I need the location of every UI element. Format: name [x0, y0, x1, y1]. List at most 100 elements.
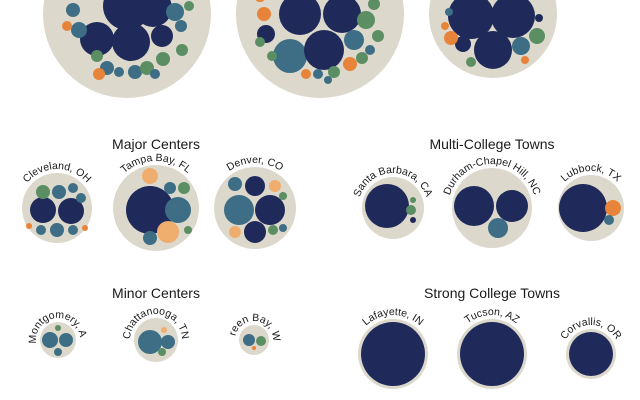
industry-bubble	[255, 0, 265, 2]
industry-bubble	[279, 192, 287, 200]
industry-bubble	[82, 225, 88, 231]
industry-bubble	[444, 31, 458, 45]
industry-bubble	[91, 50, 103, 62]
industry-bubble	[142, 168, 158, 184]
industry-bubble	[178, 182, 190, 194]
industry-bubble	[569, 332, 613, 376]
industry-bubble	[244, 221, 266, 243]
industry-bubble	[406, 205, 416, 215]
industry-bubble	[151, 25, 173, 47]
industry-bubble	[165, 197, 191, 223]
industry-bubble	[605, 200, 621, 216]
group-title-minor-centers: Minor Centers	[112, 285, 200, 301]
industry-bubble	[166, 3, 184, 21]
industry-bubble	[156, 52, 170, 66]
industry-bubble	[55, 325, 61, 331]
industry-bubble	[257, 7, 271, 21]
industry-bubble	[36, 185, 50, 199]
industry-bubble	[372, 30, 384, 42]
industry-bubble	[161, 327, 167, 333]
industry-bubble	[328, 66, 340, 78]
city-label: Denver, CO	[225, 154, 286, 174]
industry-bubble	[313, 69, 323, 79]
industry-bubble	[134, 0, 172, 27]
industry-bubble	[279, 0, 321, 35]
industry-bubble	[269, 180, 281, 192]
industry-bubble	[410, 217, 416, 223]
industry-bubble	[114, 67, 124, 77]
industry-bubble	[66, 3, 80, 17]
industry-bubble	[441, 22, 449, 30]
industry-bubble	[175, 20, 187, 32]
industry-bubble	[68, 183, 78, 193]
industry-bubble	[36, 225, 46, 235]
industry-bubble	[460, 322, 524, 386]
industry-bubble	[93, 68, 105, 80]
industry-bubble	[529, 28, 545, 44]
industry-bubble	[157, 221, 179, 243]
industry-bubble	[356, 52, 368, 64]
industry-bubble	[30, 197, 56, 223]
industry-bubble	[128, 65, 142, 79]
industry-bubble	[58, 198, 84, 224]
industry-bubble	[535, 14, 543, 22]
industry-bubble	[496, 190, 528, 222]
industry-bubble	[252, 346, 256, 350]
industry-bubble	[138, 330, 162, 354]
industry-bubble	[521, 56, 529, 64]
industry-bubble	[164, 182, 176, 194]
industry-bubble	[71, 22, 87, 38]
industry-bubble	[176, 44, 188, 56]
industry-bubble	[455, 36, 471, 52]
industry-bubble	[245, 176, 265, 196]
industry-bubble	[243, 334, 255, 346]
industry-bubble	[604, 215, 614, 225]
industry-bubble	[126, 186, 174, 234]
industry-bubble	[301, 69, 311, 79]
industry-bubble	[368, 0, 380, 10]
industry-bubble	[42, 332, 58, 348]
industry-bubble	[54, 348, 62, 356]
industry-bubble	[466, 57, 476, 67]
group-title-major-centers: Major Centers	[112, 136, 200, 152]
industry-bubble	[344, 30, 364, 50]
industry-bubble	[448, 0, 494, 39]
industry-bubble	[140, 61, 154, 75]
industry-bubble	[365, 184, 409, 228]
industry-bubble	[184, 1, 194, 11]
industry-bubble	[143, 231, 157, 245]
industry-bubble	[256, 336, 266, 346]
industry-bubble	[228, 177, 242, 191]
industry-bubble	[365, 45, 375, 55]
industry-bubble	[150, 69, 160, 79]
industry-bubble	[454, 186, 494, 226]
industry-bubble	[343, 57, 357, 71]
industry-bubble	[161, 335, 175, 349]
industry-bubble	[267, 51, 277, 61]
industry-bubble	[273, 39, 307, 73]
industry-bubble	[59, 333, 73, 347]
industry-bubble	[279, 224, 287, 232]
industry-bubble	[229, 226, 241, 238]
industry-bubble	[52, 185, 66, 199]
industry-bubble	[76, 193, 86, 203]
industry-bubble	[512, 37, 530, 55]
industry-bubble	[224, 195, 254, 225]
industry-bubble	[324, 76, 332, 84]
group-title-multi-college-towns: Multi-College Towns	[429, 136, 554, 152]
industry-bubble	[410, 197, 416, 203]
industry-bubble	[474, 31, 512, 69]
industry-bubble	[26, 223, 32, 229]
industry-bubble	[158, 348, 166, 356]
industry-bubble	[255, 195, 285, 225]
industry-bubble	[491, 0, 535, 38]
industry-bubble	[184, 226, 192, 234]
industry-bubble	[255, 37, 265, 47]
industry-bubble	[268, 225, 278, 235]
industry-bubble	[112, 23, 150, 61]
industry-bubble	[68, 225, 78, 235]
industry-bubble	[50, 223, 64, 237]
industry-bubble	[80, 22, 114, 56]
industry-bubble	[304, 30, 344, 70]
